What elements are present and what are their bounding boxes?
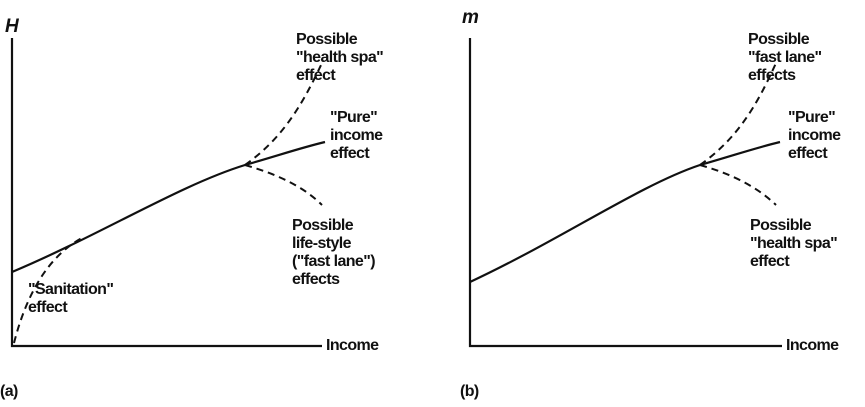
annotation-line: income — [330, 127, 383, 144]
annotation-line: "health spa" — [296, 49, 383, 66]
pure-income-curve — [11, 140, 326, 274]
annotation-line: effect — [750, 253, 790, 270]
annotation-line: Possible — [292, 217, 354, 234]
fast-lane-curve — [699, 62, 777, 166]
annotation-line: "Pure" — [788, 109, 835, 126]
annotation-line: ("fast lane") — [292, 253, 375, 270]
annotation-line: effects — [292, 271, 340, 288]
annotation: Possible"health spa"effect — [296, 31, 384, 84]
annotation-line: "Sanitation" — [28, 281, 113, 298]
annotation-line: "health spa" — [750, 235, 837, 252]
pure-income-curve — [469, 140, 781, 283]
annotation-line: "fast lane" — [748, 49, 822, 66]
panel-b: m Income (b) Possible"fast lane"effects … — [460, 7, 842, 400]
annotation-line: effects — [748, 67, 796, 84]
axes — [10, 38, 322, 348]
health-spa-curve — [244, 62, 323, 166]
y-axis-label: m — [462, 7, 479, 28]
axes — [468, 38, 782, 348]
panel-label: (a) — [0, 383, 18, 400]
annotation: Possible"health spa"effect — [750, 217, 838, 270]
annotation-line: life-style — [292, 235, 352, 252]
annotation: Possible"fast lane"effects — [748, 31, 822, 84]
annotation-line: effect — [296, 67, 336, 84]
y-axis-label: H — [5, 16, 20, 37]
x-axis-label: Income — [326, 337, 379, 354]
annotation-line: effect — [28, 299, 68, 316]
annotation-line: Possible — [748, 31, 810, 48]
panel-a: H Income (a) Possible"health spa"effect … — [0, 16, 384, 400]
annotation-line: income — [788, 127, 841, 144]
annotation-line: effect — [788, 145, 828, 162]
health-spa-curve — [699, 164, 777, 206]
annotation: "Sanitation"effect — [28, 281, 114, 316]
sanitation-curve — [13, 237, 83, 344]
x-axis-label: Income — [786, 337, 839, 354]
annotation-line: effect — [330, 145, 370, 162]
annotation-line: Possible — [296, 31, 358, 48]
panel-label: (b) — [460, 383, 479, 400]
fast-lane-curve — [244, 164, 323, 206]
annotation-line: "Pure" — [330, 109, 377, 126]
annotation-line: Possible — [750, 217, 812, 234]
